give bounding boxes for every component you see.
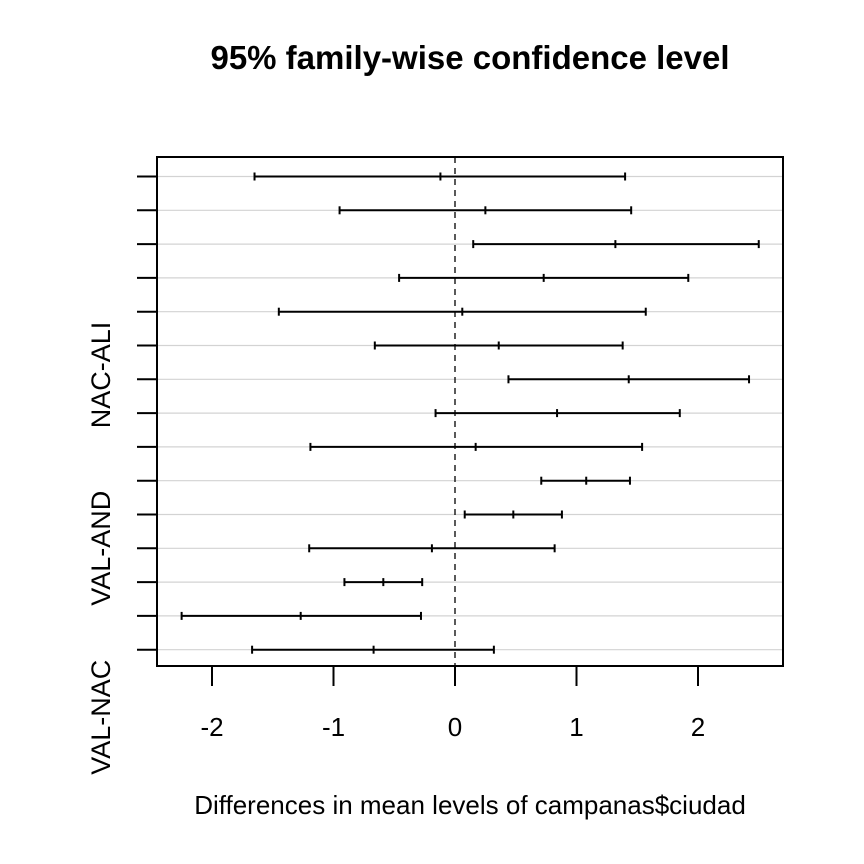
x-tick-label: -1 (322, 712, 345, 742)
plot-frame (156, 156, 784, 667)
y-tick-label: NAC-ALI (86, 322, 116, 429)
y-axis: NAC-ALI VAL-AND VAL-NAC (86, 175, 157, 775)
chart-title: 95% family-wise confidence level (210, 39, 729, 76)
x-tick-label: 1 (569, 712, 583, 742)
interval-layer (180, 172, 760, 654)
x-tick-label: -2 (200, 712, 223, 742)
x-tick-label: 2 (691, 712, 705, 742)
y-tick-label: VAL-AND (86, 491, 116, 606)
x-axis-label: Differences in mean levels of campanas$c… (194, 790, 746, 820)
y-tick-label: VAL-NAC (86, 660, 116, 775)
x-tick-label: 0 (448, 712, 462, 742)
x-axis: -2 -1 0 1 2 (200, 665, 705, 742)
